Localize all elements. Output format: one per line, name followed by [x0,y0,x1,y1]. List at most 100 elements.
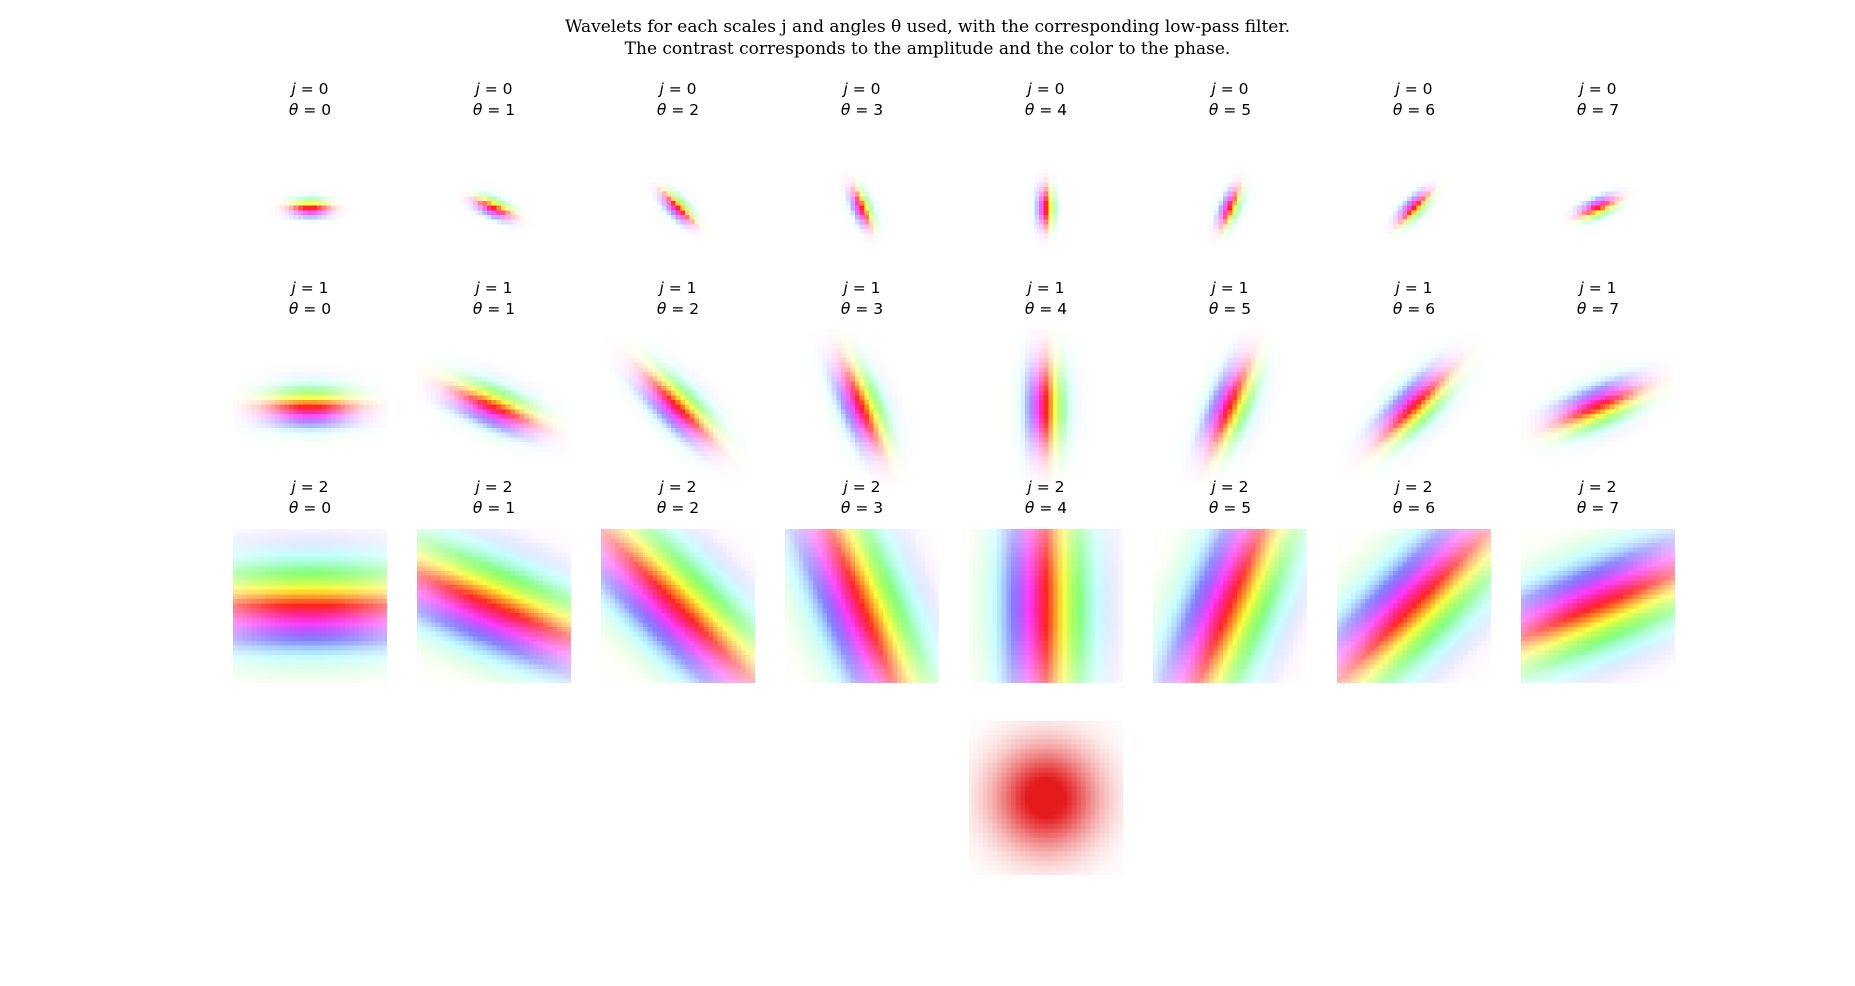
panel-scale-label: j = 2 [1211,478,1249,496]
wavelet-image-j2-theta0 [233,529,387,683]
panel-scale-label: j = 1 [1579,279,1617,297]
panel-title-j1-theta3: j = 1 θ = 3 [785,278,939,320]
panel-scale-label: j = 2 [1395,478,1433,496]
wavelet-image-j2-theta7 [1521,529,1675,683]
wavelet-image-j2-theta2 [601,529,755,683]
panel-title-j0-theta4: j = 0 θ = 4 [969,79,1123,121]
panel-scale-label: j = 0 [1579,80,1617,98]
wavelet-image-j0-theta2 [601,131,755,285]
panel-angle-label: θ = 2 [656,300,700,318]
wavelet-image-j2-theta1 [417,529,571,683]
wavelet-image-j1-theta5 [1153,330,1307,484]
panel-angle-label: θ = 5 [1208,499,1252,517]
panel-angle-label: θ = 0 [288,499,332,517]
low-pass-filter-image [969,721,1123,875]
panel-title-j1-theta0: j = 1 θ = 0 [233,278,387,320]
panel-angle-label: θ = 6 [1392,101,1436,119]
wavelet-image-j1-theta6 [1337,330,1491,484]
panel-angle-label: θ = 4 [1024,300,1068,318]
figure-title-line-1: Wavelets for each scales j and angles θ … [564,17,1291,37]
panel-angle-label: θ = 3 [840,499,884,517]
panel-title-j2-theta2: j = 2 θ = 2 [601,477,755,519]
figure-title: Wavelets for each scales j and angles θ … [0,16,1855,60]
panel-scale-label: j = 2 [843,478,881,496]
panel-angle-label: θ = 0 [288,300,332,318]
wavelet-image-j0-theta6 [1337,131,1491,285]
panel-scale-label: j = 0 [1395,80,1433,98]
panel-angle-label: θ = 4 [1024,499,1068,517]
panel-scale-label: j = 1 [843,279,881,297]
panel-angle-label: θ = 6 [1392,499,1436,517]
panel-title-j0-theta6: j = 0 θ = 6 [1337,79,1491,121]
panel-title-j1-theta6: j = 1 θ = 6 [1337,278,1491,320]
panel-angle-label: θ = 5 [1208,101,1252,119]
wavelet-image-j0-theta4 [969,131,1123,285]
panel-angle-label: θ = 1 [472,101,516,119]
wavelet-image-j1-theta7 [1521,330,1675,484]
panel-scale-label: j = 0 [1211,80,1249,98]
panel-title-j2-theta0: j = 2 θ = 0 [233,477,387,519]
panel-scale-label: j = 2 [475,478,513,496]
panel-scale-label: j = 0 [291,80,329,98]
panel-title-j0-theta7: j = 0 θ = 7 [1521,79,1675,121]
panel-title-j2-theta3: j = 2 θ = 3 [785,477,939,519]
panel-scale-label: j = 2 [291,478,329,496]
wavelet-image-j2-theta4 [969,529,1123,683]
panel-title-j2-theta7: j = 2 θ = 7 [1521,477,1675,519]
panel-scale-label: j = 0 [659,80,697,98]
panel-title-j0-theta2: j = 0 θ = 2 [601,79,755,121]
panel-title-j2-theta6: j = 2 θ = 6 [1337,477,1491,519]
panel-title-j2-theta1: j = 2 θ = 1 [417,477,571,519]
panel-title-j2-theta4: j = 2 θ = 4 [969,477,1123,519]
wavelet-image-j2-theta6 [1337,529,1491,683]
panel-title-j1-theta5: j = 1 θ = 5 [1153,278,1307,320]
panel-title-j1-theta4: j = 1 θ = 4 [969,278,1123,320]
panel-title-j1-theta2: j = 1 θ = 2 [601,278,755,320]
wavelet-image-j0-theta5 [1153,131,1307,285]
panel-scale-label: j = 1 [475,279,513,297]
panel-angle-label: θ = 7 [1576,499,1620,517]
panel-angle-label: θ = 4 [1024,101,1068,119]
wavelet-image-j1-theta4 [969,330,1123,484]
panel-angle-label: θ = 1 [472,499,516,517]
wavelet-image-j1-theta1 [417,330,571,484]
wavelet-image-j1-theta2 [601,330,755,484]
wavelet-image-j2-theta3 [785,529,939,683]
wavelet-image-j2-theta5 [1153,529,1307,683]
panel-scale-label: j = 2 [659,478,697,496]
panel-angle-label: θ = 3 [840,300,884,318]
wavelet-image-j0-theta1 [417,131,571,285]
panel-angle-label: θ = 5 [1208,300,1252,318]
panel-angle-label: θ = 2 [656,101,700,119]
panel-angle-label: θ = 6 [1392,300,1436,318]
wavelet-image-j1-theta0 [233,330,387,484]
panel-title-j2-theta5: j = 2 θ = 5 [1153,477,1307,519]
panel-scale-label: j = 0 [843,80,881,98]
panel-angle-label: θ = 7 [1576,101,1620,119]
panel-title-j0-theta3: j = 0 θ = 3 [785,79,939,121]
wavelet-image-j0-theta0 [233,131,387,285]
panel-scale-label: j = 1 [291,279,329,297]
panel-scale-label: j = 0 [475,80,513,98]
panel-title-j1-theta7: j = 1 θ = 7 [1521,278,1675,320]
panel-scale-label: j = 2 [1579,478,1617,496]
panel-angle-label: θ = 0 [288,101,332,119]
panel-scale-label: j = 2 [1027,478,1065,496]
panel-title-j1-theta1: j = 1 θ = 1 [417,278,571,320]
panel-scale-label: j = 1 [1395,279,1433,297]
panel-angle-label: θ = 3 [840,101,884,119]
panel-scale-label: j = 0 [1027,80,1065,98]
panel-scale-label: j = 1 [1027,279,1065,297]
figure-title-line-2: The contrast corresponds to the amplitud… [624,39,1231,59]
wavelet-image-j0-theta3 [785,131,939,285]
panel-angle-label: θ = 7 [1576,300,1620,318]
panel-angle-label: θ = 2 [656,499,700,517]
panel-title-j0-theta0: j = 0 θ = 0 [233,79,387,121]
wavelet-image-j1-theta3 [785,330,939,484]
panel-title-j0-theta5: j = 0 θ = 5 [1153,79,1307,121]
panel-title-j0-theta1: j = 0 θ = 1 [417,79,571,121]
panel-scale-label: j = 1 [1211,279,1249,297]
panel-scale-label: j = 1 [659,279,697,297]
wavelet-image-j0-theta7 [1521,131,1675,285]
panel-angle-label: θ = 1 [472,300,516,318]
